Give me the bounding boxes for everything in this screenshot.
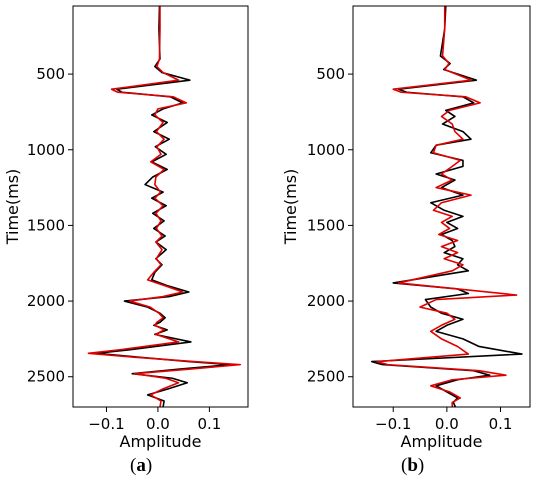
plot-frame bbox=[72, 5, 249, 408]
y-tick-label: 1000 bbox=[27, 141, 65, 159]
x-tick-label: 0.1 bbox=[489, 415, 513, 433]
series-line-2 bbox=[87, 6, 242, 407]
x-tick-label: 0.0 bbox=[146, 415, 170, 433]
y-tick-label: 2500 bbox=[27, 368, 65, 386]
caption-a-close: ) bbox=[145, 455, 153, 476]
y-tick-label: 500 bbox=[36, 65, 65, 83]
caption-b: (b) bbox=[401, 455, 424, 477]
plot-frame bbox=[352, 5, 531, 408]
chart-panel-b: 500 1000 1500 2000 2500 −0.1 0.0 0.1 Amplitude Ti… bbox=[281, 5, 531, 451]
caption-a: (a) bbox=[130, 455, 152, 477]
x-tick-label: −0.1 bbox=[375, 415, 411, 433]
y-axis-title: Time(ms) bbox=[3, 169, 22, 246]
caption-b-close: ) bbox=[417, 455, 425, 476]
caption-a-letter: a bbox=[136, 455, 146, 476]
y-tick-label: 2000 bbox=[307, 292, 345, 310]
x-tick-label: −0.1 bbox=[88, 415, 124, 433]
caption-b-letter: b bbox=[407, 455, 418, 476]
y-tick-label: 500 bbox=[316, 65, 345, 83]
series-line-1 bbox=[370, 6, 523, 407]
y-tick-label: 1500 bbox=[27, 216, 65, 234]
y-tick-label: 2000 bbox=[27, 292, 65, 310]
x-axis-title: Amplitude bbox=[401, 432, 483, 451]
y-tick-label: 2500 bbox=[307, 368, 345, 386]
series-line-2 bbox=[376, 6, 518, 407]
x-tick-label: 0.1 bbox=[197, 415, 221, 433]
y-tick-label: 1000 bbox=[307, 141, 345, 159]
y-axis-title: Time(ms) bbox=[281, 169, 300, 246]
y-tick-label: 1500 bbox=[307, 216, 345, 234]
x-axis-title: Amplitude bbox=[120, 432, 202, 451]
caption-b-open: ( bbox=[401, 455, 408, 476]
caption-a-open: ( bbox=[130, 455, 137, 476]
x-tick-label: 0.0 bbox=[435, 415, 459, 433]
